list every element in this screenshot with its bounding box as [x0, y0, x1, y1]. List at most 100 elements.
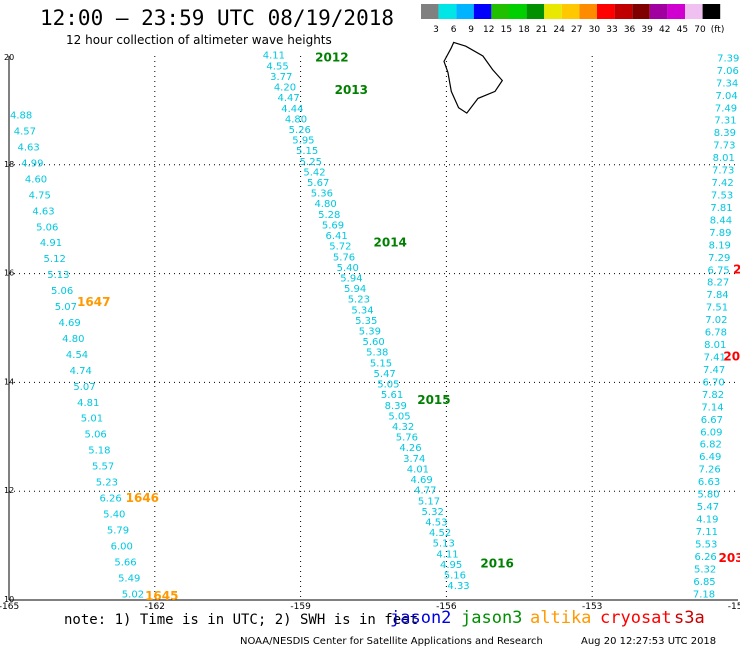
wave-height-value: 4.57 — [14, 127, 36, 138]
wave-height-value: 8.19 — [709, 240, 731, 251]
wave-height-value: 7.42 — [711, 178, 733, 189]
wave-height-value: 7.89 — [709, 228, 731, 239]
wave-height-value: 7.06 — [717, 66, 739, 77]
wave-height-value: 5.18 — [88, 446, 110, 457]
wave-height-value: 8.44 — [710, 215, 732, 226]
wave-height-value: 4.53 — [425, 517, 447, 528]
y-tick-label: 20 — [4, 53, 14, 62]
wave-height-value: 7.04 — [715, 91, 737, 102]
colorbar-swatch — [649, 4, 668, 19]
wave-height-value: 5.39 — [359, 327, 381, 338]
x-tick-label: -162 — [145, 602, 165, 612]
wave-height-value: 5.07 — [73, 382, 95, 393]
colorbar-label: 24 — [553, 25, 565, 35]
wave-height-value: 5.80 — [697, 490, 719, 501]
wave-height-value: 6.75 — [708, 265, 730, 276]
colorbar-swatch — [526, 4, 545, 19]
wave-height-value: 5.15 — [370, 358, 392, 369]
footer-timestamp: Aug 20 12:27:53 UTC 2018 — [581, 636, 717, 647]
wave-height-value: 5.95 — [292, 136, 314, 147]
wave-height-value: 6.41 — [326, 231, 348, 242]
wave-height-value: 4.63 — [32, 206, 54, 217]
colorbar-swatch — [421, 4, 439, 19]
wave-height-value: 4.44 — [281, 104, 303, 115]
units-note: note: 1) Time is in UTC; 2) SWH is in fe… — [64, 612, 419, 628]
wave-height-value: 6.82 — [700, 440, 722, 451]
colorbar-label: 18 — [518, 25, 530, 35]
island-outline — [443, 41, 504, 114]
wave-height-value: 5.06 — [36, 222, 58, 233]
pass-time-label: 1645 — [145, 589, 178, 603]
wave-height-value: 5.32 — [694, 564, 716, 575]
colorbar-label: 39 — [641, 25, 653, 35]
wave-height-value: 6.85 — [693, 577, 715, 588]
wave-height-value: 6.49 — [699, 452, 721, 463]
colorbar-label: 6 — [451, 25, 457, 35]
wave-height-value: 7.34 — [716, 78, 738, 89]
colorbar-label: 12 — [483, 25, 494, 35]
wave-height-value: 5.15 — [296, 146, 318, 157]
wave-height-value: 8.39 — [385, 401, 407, 412]
wave-height-value: 7.41 — [704, 353, 726, 364]
wave-height-value: 4.11 — [436, 549, 458, 560]
pass-time-label: 20 — [723, 350, 740, 364]
colorbar-label: 70 — [694, 25, 706, 35]
wave-height-value: 7.26 — [698, 465, 720, 476]
wave-height-value: 7.49 — [715, 103, 737, 114]
wave-height-value: 4.81 — [77, 398, 99, 409]
wave-height-value: 7.51 — [706, 303, 728, 314]
y-tick-label: 16 — [4, 269, 14, 278]
wave-height-value: 4.47 — [278, 93, 300, 104]
wave-height-value: 5.16 — [444, 571, 466, 582]
wave-height-value: 4.54 — [66, 350, 88, 361]
wave-height-value: 4.75 — [29, 190, 51, 201]
wave-height-value: 6.00 — [111, 541, 133, 552]
wave-height-value: 5.05 — [377, 380, 399, 391]
pass-time-label: 2 — [733, 263, 740, 277]
wave-height-value: 5.49 — [118, 573, 140, 584]
colorbar-swatch — [614, 4, 633, 19]
wave-height-value: 4.69 — [410, 475, 432, 486]
legend-item-jason3: jason3 — [461, 608, 523, 628]
wave-height-value: 5.07 — [55, 302, 77, 313]
wave-height-value: 6.26 — [99, 494, 121, 505]
wave-height-value: 7.39 — [717, 53, 739, 64]
wave-height-value: 4.80 — [62, 334, 84, 345]
wave-height-value: 4.91 — [40, 238, 62, 249]
wave-height-value: 7.18 — [693, 589, 715, 600]
wave-height-value: 4.33 — [447, 581, 469, 592]
wave-height-value: 5.13 — [433, 539, 455, 550]
wave-height-value: 5.34 — [351, 305, 373, 316]
wave-height-value: 4.60 — [25, 174, 47, 185]
wave-height-value: 7.14 — [701, 402, 723, 413]
colorbar-label: 33 — [606, 25, 617, 35]
wave-height-value: 5.47 — [374, 369, 396, 380]
colorbar-swatch — [509, 4, 527, 19]
wave-height-value: 7.84 — [706, 290, 728, 301]
wave-height-value: 4.32 — [392, 422, 414, 433]
wave-height-value: 8.27 — [707, 278, 729, 289]
wave-height-value: 4.63 — [17, 142, 39, 153]
x-tick-label: -156 — [436, 602, 457, 612]
wave-height-value: 5.28 — [318, 210, 340, 221]
wave-height-value: 6.78 — [705, 328, 727, 339]
wave-height-value: 8.01 — [704, 340, 726, 351]
wave-height-value: 7.11 — [696, 527, 718, 538]
wave-height-value: 7.02 — [705, 315, 727, 326]
colorbar-swatch — [491, 4, 509, 19]
x-tick-label: -153 — [582, 602, 602, 612]
footer-credit: NOAA/NESDIS Center for Satellite Applica… — [240, 636, 543, 647]
wave-height-value: 4.95 — [440, 560, 462, 571]
wave-height-value: 5.23 — [96, 478, 118, 489]
wave-height-value: 5.53 — [695, 539, 717, 550]
colorbar-label: 36 — [624, 25, 636, 35]
wave-height-value: 5.06 — [51, 286, 73, 297]
wave-height-value: 5.40 — [103, 509, 125, 520]
wave-height-value: 4.55 — [266, 61, 288, 72]
wave-height-value: 5.57 — [92, 462, 114, 473]
wave-height-value: 5.76 — [396, 433, 418, 444]
wave-height-value: 5.35 — [355, 316, 377, 327]
color-scale-legend: 3 6 9 12 15 18 21 24 27 30 33 36 39 42 45 70 (ft) — [421, 4, 725, 35]
colorbar-label: (ft) — [711, 25, 725, 35]
wave-height-value: 6.09 — [700, 427, 722, 438]
